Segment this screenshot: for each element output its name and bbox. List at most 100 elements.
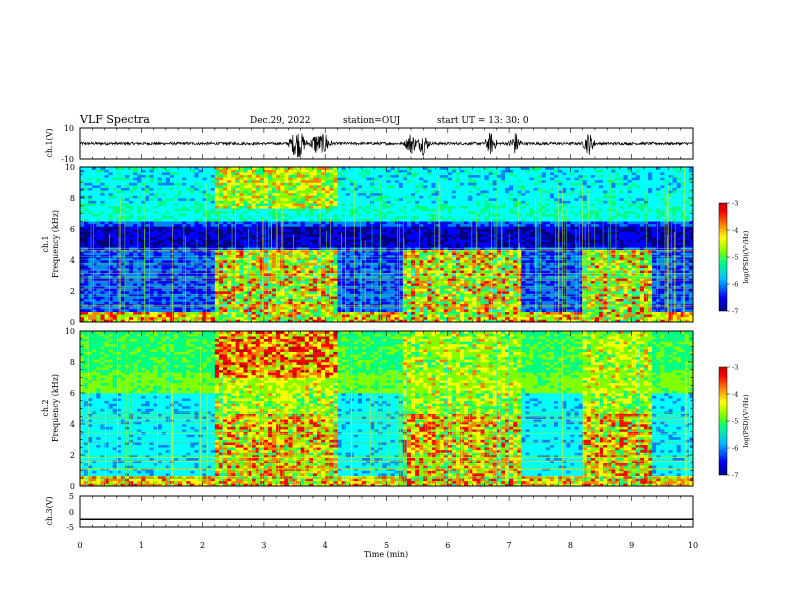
spectrogram-cell [276, 195, 281, 199]
spectrogram-cell [153, 260, 158, 263]
spectrogram-cell [370, 221, 375, 225]
spectrogram-cell [247, 200, 252, 204]
spectrogram-cell [214, 291, 220, 294]
spectrogram-cell [198, 275, 203, 279]
spectrogram-cell [145, 265, 150, 269]
spectrogram-cell [153, 244, 158, 248]
spectrogram-cell [190, 185, 195, 188]
spectrogram-cell [92, 190, 97, 194]
spectrogram-cell [100, 185, 105, 188]
spectrogram-cell [390, 267, 395, 271]
spectrogram-cell [157, 172, 163, 176]
spectrogram-cell [366, 210, 371, 214]
spectrogram-cell [182, 241, 187, 245]
spectrogram-cell [182, 270, 187, 274]
spectrogram-cell [251, 283, 257, 287]
spectrogram-cell [223, 265, 228, 269]
spectrogram-cell [341, 198, 346, 201]
spectrogram-cell [84, 213, 89, 217]
spectrogram-cell [349, 262, 355, 266]
spectrogram-cell [321, 306, 326, 310]
spectrogram-cell [104, 182, 109, 186]
spectrogram-cell [80, 200, 85, 204]
spectrogram-cell [337, 301, 342, 305]
spectrogram-cell [227, 226, 232, 230]
spectrogram-cell [186, 280, 191, 284]
spectrogram-cell [137, 298, 142, 302]
spectrogram-cell [227, 218, 232, 222]
spectrogram-cell [386, 296, 391, 300]
spectrogram-cell [165, 200, 171, 204]
spectrogram-cell [386, 239, 391, 243]
spectrogram-cell [92, 218, 97, 222]
spectrogram-cell [308, 301, 314, 305]
spectrogram-cell [304, 203, 310, 207]
spectrogram-cell [165, 218, 171, 222]
spectrogram-cell [255, 198, 261, 201]
spectrogram-cell [173, 241, 179, 245]
spectrogram-cell [218, 226, 224, 230]
spectrogram-cell [186, 267, 191, 271]
spectrogram-cell [194, 270, 199, 274]
spectrogram-cell [406, 208, 412, 212]
spectrogram-cell [231, 291, 236, 294]
spectrogram-cell [304, 239, 310, 243]
spectrogram-cell [235, 283, 240, 287]
spectrogram-cell [92, 288, 97, 292]
spectrogram-cell [96, 213, 101, 217]
spectrogram-cell [398, 272, 404, 276]
spectrogram-cell [165, 280, 171, 284]
spectrogram-cell [186, 234, 191, 238]
spectrogram-cell [145, 177, 150, 181]
spectrogram-cell [80, 265, 85, 269]
spectrogram-cell [296, 265, 301, 269]
spectrogram-cell [104, 192, 109, 196]
spectrogram-cell [349, 174, 355, 178]
spectrogram-cell [124, 229, 130, 232]
spectrogram-cell [353, 218, 359, 222]
spectrogram-cell [182, 229, 187, 232]
spectrogram-cell [337, 223, 342, 227]
spectrogram-cell [165, 172, 171, 176]
spectrogram-cell [137, 177, 142, 181]
spectrogram-cell [165, 267, 171, 271]
spectrogram-cell [202, 316, 207, 320]
spectrogram-cell [198, 177, 203, 181]
spectrogram-cell [161, 239, 167, 243]
spectrogram-cell [333, 298, 338, 302]
spectrogram-cell [312, 265, 318, 269]
spectrogram-cell [231, 185, 236, 188]
spectrogram-cell [218, 262, 224, 266]
spectrogram-cell [239, 213, 244, 217]
spectrogram-cell [153, 198, 158, 201]
spectrogram-cell [312, 252, 318, 256]
spectrogram-cell [349, 179, 355, 183]
spectrogram-cell [161, 244, 167, 248]
spectrogram-cell [173, 208, 179, 212]
spectrogram-cell [317, 234, 322, 238]
spectrogram-cell [157, 198, 163, 201]
spectrogram-cell [120, 257, 126, 261]
spectrogram-cell [267, 177, 273, 181]
spectrogram-cell [165, 177, 171, 181]
spectrogram-cell [235, 309, 240, 312]
spectrogram-cell [308, 200, 314, 204]
spectrogram-cell [169, 198, 175, 201]
spectrogram-cell [145, 198, 150, 201]
spectrogram-cell [386, 226, 391, 230]
spectrogram-cell [227, 167, 232, 170]
spectrogram-cell [386, 216, 391, 219]
spectrogram-cell [329, 278, 334, 281]
spectrogram-cell [251, 231, 257, 235]
spectrogram-cell [398, 257, 404, 261]
spectrogram-cell [370, 270, 375, 274]
spectrogram-cell [325, 208, 330, 212]
spectrogram-cell [374, 195, 379, 199]
spectrogram-cell [353, 179, 359, 183]
spectrogram-cell [157, 301, 163, 305]
spectrogram-cell [317, 200, 322, 204]
spectrogram-cell [116, 192, 122, 196]
spectrogram-cell [300, 226, 306, 230]
spectrogram-cell [112, 314, 118, 318]
spectrogram-cell [178, 216, 183, 219]
